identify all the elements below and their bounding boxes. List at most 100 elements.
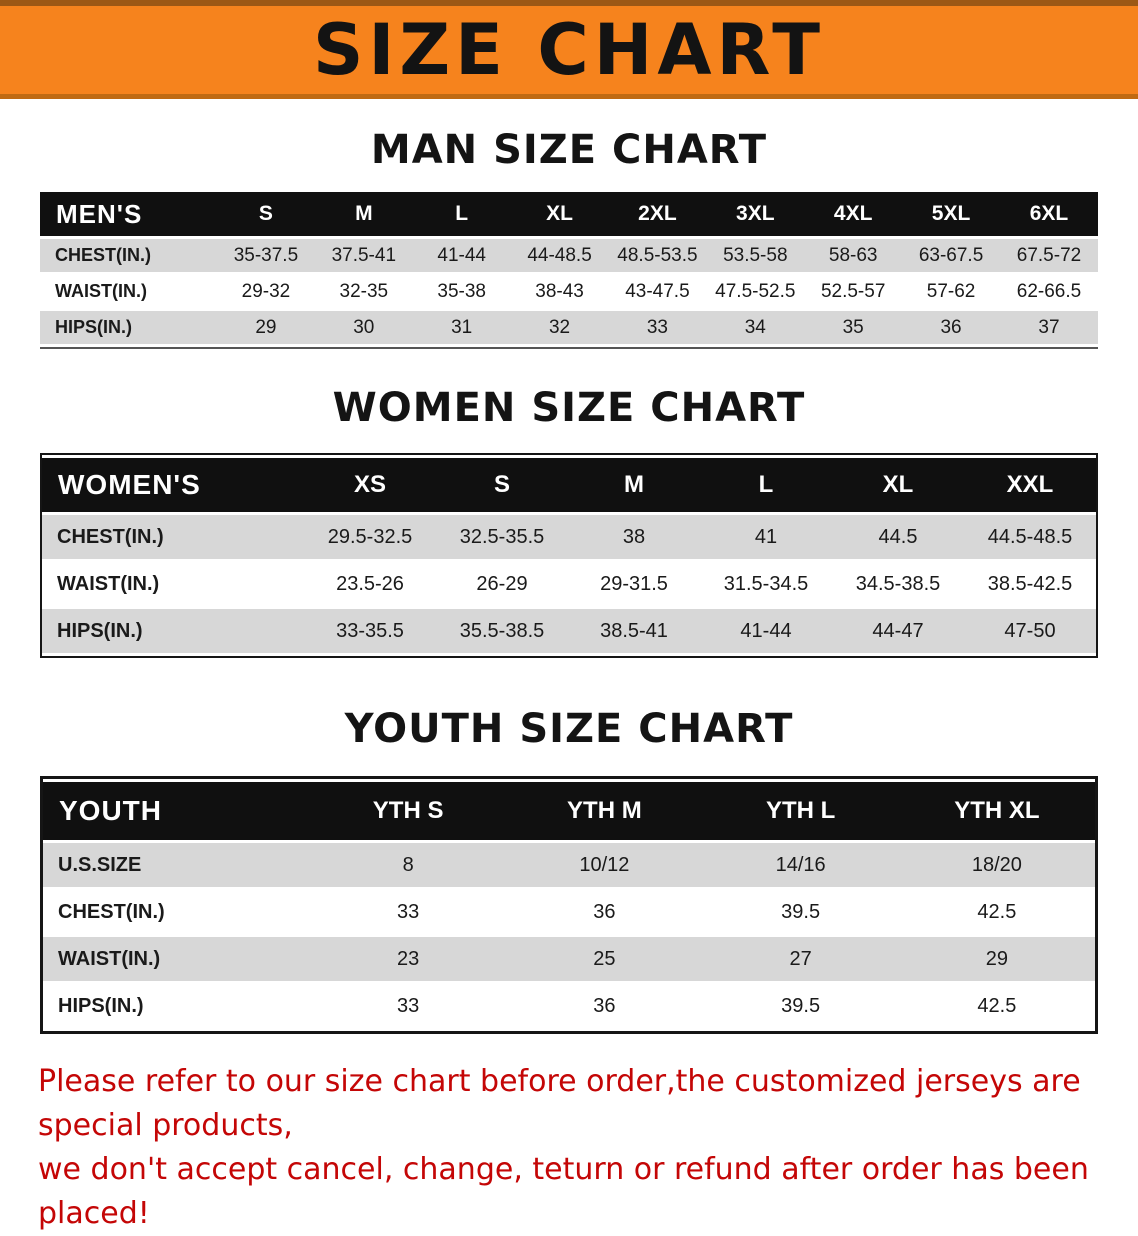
disclaimer-note: Please refer to our size chart before or… (38, 1060, 1100, 1236)
cell-value: 43-47.5 (625, 280, 690, 302)
men-size-chart-section: MAN SIZE CHART MEN'S S M L XL 2XL 3XL 4XL 5XL 6XL… (0, 127, 1138, 349)
cell-value: 36 (593, 994, 616, 1017)
cell-value: 37 (1038, 316, 1060, 338)
note-line-1: Please refer to our size chart before or… (38, 1064, 1081, 1143)
cell-value: 36 (593, 900, 616, 923)
men-size-table: MEN'S S M L XL 2XL 3XL 4XL 5XL 6XL CHEST(IN.) 35-37… (40, 189, 1098, 349)
women-size-chart-section: WOMEN SIZE CHART WOMEN'S XS S M L XL XXL CHEST(… (0, 385, 1138, 658)
cell-value: 53.5-58 (723, 244, 788, 266)
size-column-header: YTH L (765, 797, 836, 824)
row-label: CHEST(IN.) (57, 525, 164, 548)
cell-value: 27 (789, 947, 812, 970)
size-column-header: 4XL (833, 202, 873, 225)
women-size-table: WOMEN'S XS S M L XL XXL CHEST(IN.) 29.5-32.5 32.5… (40, 453, 1098, 658)
size-column-header: M (355, 202, 373, 225)
table-header-row: WOMEN'S XS S M L XL XXL (42, 458, 1096, 512)
cell-value: 62-66.5 (1016, 280, 1082, 302)
cell-value: 36 (940, 316, 962, 338)
cell-value: 26-29 (476, 572, 528, 595)
size-column-header: 3XL (736, 202, 775, 225)
cell-value: 34 (744, 316, 766, 338)
cell-value: 44.5-48.5 (987, 525, 1073, 548)
row-label: HIPS(IN.) (58, 994, 144, 1017)
cell-value: 39.5 (781, 900, 821, 923)
measurement-row: CHEST(IN.) 35-37.5 37.5-41 41-44 44-48.5 48.5… (40, 239, 1098, 272)
cell-value: 32 (548, 316, 571, 338)
cell-value: 35 (842, 316, 864, 338)
cell-value: 35-37.5 (233, 244, 299, 266)
measurement-row: HIPS(IN.) 33-35.5 35.5-38.5 38.5-41 41-44 44-… (42, 609, 1096, 653)
cell-value: 42.5 (977, 994, 1017, 1017)
cell-value: 25 (593, 947, 616, 970)
table-label: WOMEN'S (58, 469, 201, 500)
cell-value: 29 (255, 316, 277, 338)
measurement-row: U.S.SIZE 8 10/12 14/16 18/20 (43, 843, 1095, 887)
measurement-row: WAIST(IN.) 29-32 32-35 35-38 38-43 43-47.5 47.… (40, 275, 1098, 308)
table-header-row: MEN'S S M L XL 2XL 3XL 4XL 5XL 6XL (40, 192, 1098, 236)
cell-value: 38.5-42.5 (987, 572, 1073, 595)
cell-value: 38.5-41 (600, 619, 668, 642)
cell-value: 41-44 (740, 619, 792, 642)
men-chart-heading: MAN SIZE CHART (370, 127, 768, 173)
row-label: U.S.SIZE (58, 853, 142, 876)
size-column-header: YTH M (567, 797, 642, 824)
row-label: WAIST(IN.) (58, 947, 161, 970)
youth-size-chart-section: YOUTH SIZE CHART YOUTH YTH S YTH M YTH L YTH… (0, 706, 1138, 1034)
measurement-row: WAIST(IN.) 23 25 27 29 (43, 937, 1095, 981)
cell-value: 23.5-26 (336, 572, 404, 595)
cell-value: 57-62 (926, 280, 976, 302)
cell-value: 10/12 (579, 853, 630, 876)
cell-value: 32.5-35.5 (459, 525, 545, 548)
size-column-header: M (624, 471, 644, 498)
cell-value: 41 (754, 525, 778, 548)
table-label: MEN'S (56, 198, 143, 229)
size-column-header: 6XL (1029, 202, 1069, 225)
cell-value: 33-35.5 (336, 619, 404, 642)
cell-value: 31 (451, 316, 473, 338)
cell-value: 44-48.5 (527, 244, 592, 266)
table-header-row: YOUTH YTH S YTH M YTH L YTH XL (43, 782, 1095, 840)
cell-value: 67.5-72 (1016, 244, 1082, 266)
women-chart-heading: WOMEN SIZE CHART (332, 385, 806, 431)
cell-value: 39.5 (781, 994, 821, 1017)
measurement-row: WAIST(IN.) 23.5-26 26-29 29-31.5 31.5-34.5 34… (42, 562, 1096, 606)
cell-value: 29-32 (241, 280, 291, 302)
table-label: YOUTH (59, 795, 162, 826)
cell-value: 33 (397, 994, 420, 1017)
cell-value: 18/20 (971, 853, 1022, 876)
size-column-header: XL (546, 202, 573, 225)
cell-value: 23 (397, 947, 420, 970)
cell-value: 8 (402, 853, 414, 876)
size-column-header: S (258, 202, 273, 225)
row-label: WAIST(IN.) (57, 572, 160, 595)
note-line-2: we don't accept cancel, change, teturn o… (38, 1152, 1089, 1231)
cell-value: 47.5-52.5 (715, 280, 796, 302)
page-title: SIZE CHART (312, 9, 826, 91)
size-column-header: XS (353, 471, 386, 498)
cell-value: 33 (397, 900, 420, 923)
size-column-header: YTH XL (954, 797, 1040, 824)
cell-value: 48.5-53.5 (617, 244, 698, 266)
cell-value: 35.5-38.5 (459, 619, 545, 642)
cell-value: 34.5-38.5 (855, 572, 941, 595)
row-label: WAIST(IN.) (55, 281, 147, 301)
measurement-row: HIPS(IN.) 33 36 39.5 42.5 (43, 984, 1095, 1028)
cell-value: 35-38 (437, 280, 486, 302)
cell-value: 30 (353, 316, 375, 338)
cell-value: 47-50 (1004, 619, 1056, 642)
cell-value: 14/16 (775, 853, 826, 876)
cell-value: 31.5-34.5 (723, 572, 809, 595)
measurement-row: CHEST(IN.) 33 36 39.5 42.5 (43, 890, 1095, 934)
measurement-row: CHEST(IN.) 29.5-32.5 32.5-35.5 38 41 44.5 44.5… (42, 515, 1096, 559)
cell-value: 38-43 (535, 280, 584, 302)
size-column-header: YTH S (372, 797, 444, 824)
size-column-header: XXL (1006, 471, 1054, 498)
cell-value: 33 (646, 316, 668, 338)
cell-value: 63-67.5 (918, 244, 984, 266)
cell-value: 42.5 (977, 900, 1017, 923)
cell-value: 29.5-32.5 (327, 525, 413, 548)
row-label: HIPS(IN.) (55, 317, 133, 337)
cell-value: 44.5 (878, 525, 918, 548)
size-column-header: XL (882, 471, 914, 498)
